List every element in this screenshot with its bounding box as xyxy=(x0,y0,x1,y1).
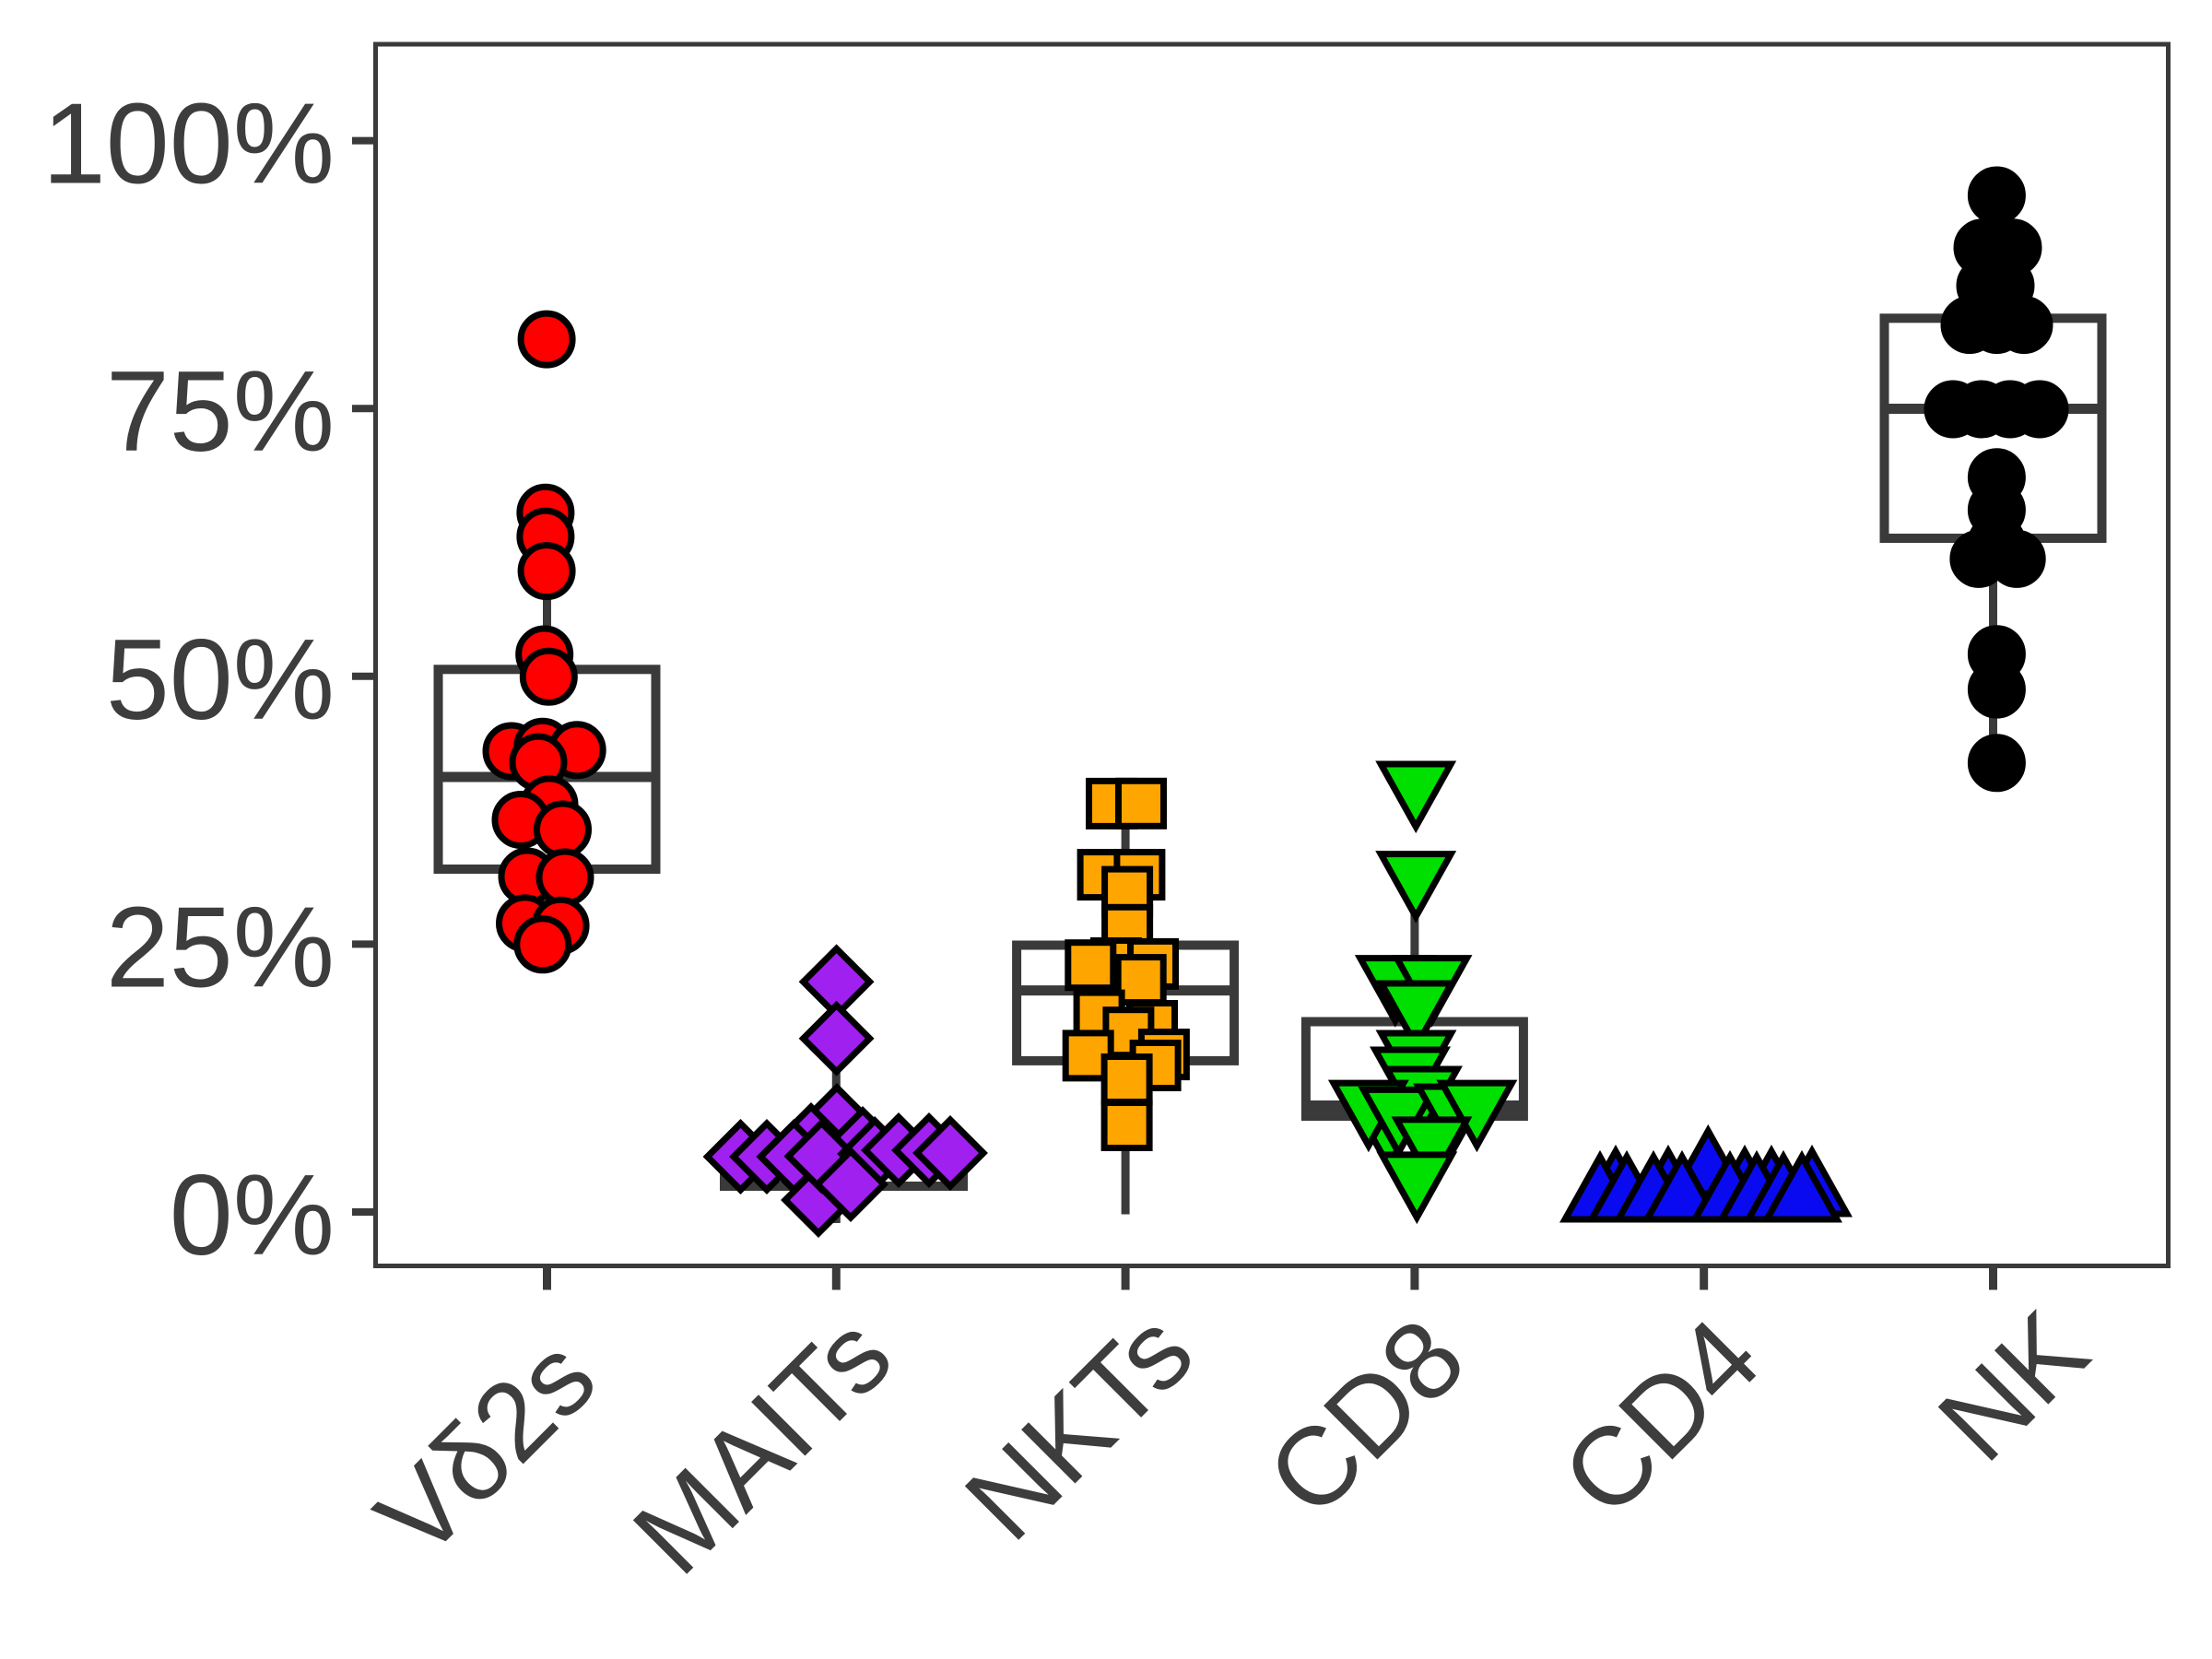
svg-text:100%: 100% xyxy=(42,81,335,208)
svg-text:0%: 0% xyxy=(170,1152,335,1279)
svg-text:25%: 25% xyxy=(106,884,335,1011)
svg-text:50%: 50% xyxy=(106,617,335,744)
svg-text:75%: 75% xyxy=(106,348,335,476)
